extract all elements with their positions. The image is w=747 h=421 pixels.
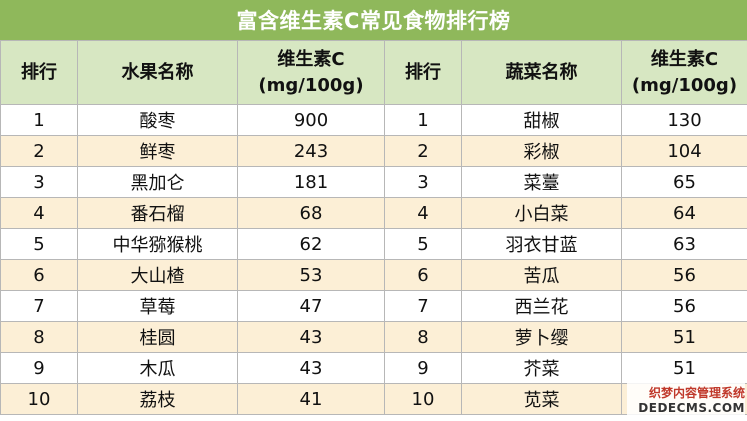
watermark-line2: DEDECMS.COM <box>638 401 745 415</box>
veg-rank-cell: 9 <box>384 352 462 384</box>
fruit-vitamin-c-cell: 900 <box>237 104 385 136</box>
fruit-rank-cell: 8 <box>0 321 78 353</box>
veg-vitamin-c-cell: 56 <box>621 290 747 322</box>
fruit-vitamin-c-cell: 62 <box>237 228 385 260</box>
fruit-vitamin-c-cell: 47 <box>237 290 385 322</box>
fruit-rank-cell: 4 <box>0 197 78 229</box>
fruit-rank-cell: 5 <box>0 228 78 260</box>
veg-rank-cell: 3 <box>384 166 462 198</box>
veg-vitamin-c-cell: 51 <box>621 352 747 384</box>
table-row: 4 番石榴 68 4 小白菜 64 <box>0 197 747 229</box>
watermark-logo: 织梦内容管理系统 DEDECMS.COM <box>627 383 745 419</box>
veg-name-cell: 彩椒 <box>461 135 622 167</box>
fruit-name-cell: 酸枣 <box>77 104 238 136</box>
veg-name-cell: 菜薹 <box>461 166 622 198</box>
header-veg-vitamin-c-line2: (mg/100g) <box>631 74 738 96</box>
page-title: 富含维生素C常见食物排行榜 <box>0 0 747 40</box>
veg-name-cell: 芥菜 <box>461 352 622 384</box>
veg-name-cell: 萝卜缨 <box>461 321 622 353</box>
fruit-name-cell: 草莓 <box>77 290 238 322</box>
fruit-vitamin-c-cell: 43 <box>237 352 385 384</box>
fruit-rank-cell: 2 <box>0 135 78 167</box>
table-row: 8 桂圆 43 8 萝卜缨 51 <box>0 321 747 353</box>
veg-vitamin-c-cell: 104 <box>621 135 747 167</box>
fruit-vitamin-c-cell: 41 <box>237 383 385 415</box>
veg-rank-cell: 1 <box>384 104 462 136</box>
header-veg-vitamin-c-line1: 维生素C <box>650 48 719 70</box>
table-row: 1 酸枣 900 1 甜椒 130 <box>0 104 747 136</box>
fruit-rank-cell: 3 <box>0 166 78 198</box>
veg-vitamin-c-cell: 51 <box>621 321 747 353</box>
fruit-name-cell: 中华猕猴桃 <box>77 228 238 260</box>
table-row: 7 草莓 47 7 西兰花 56 <box>0 290 747 322</box>
header-fruit-vitamin-c-line1: 维生素C <box>277 48 345 70</box>
veg-vitamin-c-cell: 63 <box>621 228 747 260</box>
header-veg-vitamin-c: 维生素C (mg/100g) <box>621 40 747 105</box>
header-fruit-vitamin-c-line2: (mg/100g) <box>258 74 364 96</box>
veg-vitamin-c-cell: 64 <box>621 197 747 229</box>
fruit-vitamin-c-cell: 43 <box>237 321 385 353</box>
fruit-name-cell: 木瓜 <box>77 352 238 384</box>
fruit-vitamin-c-cell: 181 <box>237 166 385 198</box>
fruit-name-cell: 黑加仑 <box>77 166 238 198</box>
fruit-vitamin-c-cell: 68 <box>237 197 385 229</box>
veg-vitamin-c-cell: 56 <box>621 259 747 291</box>
fruit-name-cell: 大山楂 <box>77 259 238 291</box>
fruit-name-cell: 鲜枣 <box>77 135 238 167</box>
veg-rank-cell: 2 <box>384 135 462 167</box>
ranking-table: 排行 水果名称 维生素C (mg/100g) 排行 蔬菜名称 维生素C (mg/… <box>0 40 747 415</box>
veg-rank-cell: 4 <box>384 197 462 229</box>
header-rank-2: 排行 <box>384 40 462 105</box>
fruit-rank-cell: 1 <box>0 104 78 136</box>
veg-name-cell: 羽衣甘蓝 <box>461 228 622 260</box>
table-row: 3 黑加仑 181 3 菜薹 65 <box>0 166 747 198</box>
veg-name-cell: 苦瓜 <box>461 259 622 291</box>
veg-rank-cell: 5 <box>384 228 462 260</box>
table-row: 5 中华猕猴桃 62 5 羽衣甘蓝 63 <box>0 228 747 260</box>
table-row: 6 大山楂 53 6 苦瓜 56 <box>0 259 747 291</box>
fruit-vitamin-c-cell: 243 <box>237 135 385 167</box>
veg-vitamin-c-cell: 130 <box>621 104 747 136</box>
veg-name-cell: 小白菜 <box>461 197 622 229</box>
fruit-name-cell: 荔枝 <box>77 383 238 415</box>
header-row: 排行 水果名称 维生素C (mg/100g) 排行 蔬菜名称 维生素C (mg/… <box>0 40 747 105</box>
header-fruit-name: 水果名称 <box>77 40 238 105</box>
fruit-rank-cell: 10 <box>0 383 78 415</box>
veg-rank-cell: 8 <box>384 321 462 353</box>
header-fruit-vitamin-c: 维生素C (mg/100g) <box>237 40 385 105</box>
veg-name-cell: 苋菜 <box>461 383 622 415</box>
veg-rank-cell: 10 <box>384 383 462 415</box>
table-row: 9 木瓜 43 9 芥菜 51 <box>0 352 747 384</box>
veg-vitamin-c-cell: 65 <box>621 166 747 198</box>
veg-name-cell: 甜椒 <box>461 104 622 136</box>
fruit-rank-cell: 6 <box>0 259 78 291</box>
table-row: 2 鲜枣 243 2 彩椒 104 <box>0 135 747 167</box>
fruit-name-cell: 番石榴 <box>77 197 238 229</box>
fruit-name-cell: 桂圆 <box>77 321 238 353</box>
veg-name-cell: 西兰花 <box>461 290 622 322</box>
fruit-vitamin-c-cell: 53 <box>237 259 385 291</box>
veg-rank-cell: 7 <box>384 290 462 322</box>
fruit-rank-cell: 9 <box>0 352 78 384</box>
header-rank: 排行 <box>0 40 78 105</box>
header-veg-name: 蔬菜名称 <box>461 40 622 105</box>
fruit-rank-cell: 7 <box>0 290 78 322</box>
veg-rank-cell: 6 <box>384 259 462 291</box>
watermark-line1: 织梦内容管理系统 <box>648 386 745 400</box>
